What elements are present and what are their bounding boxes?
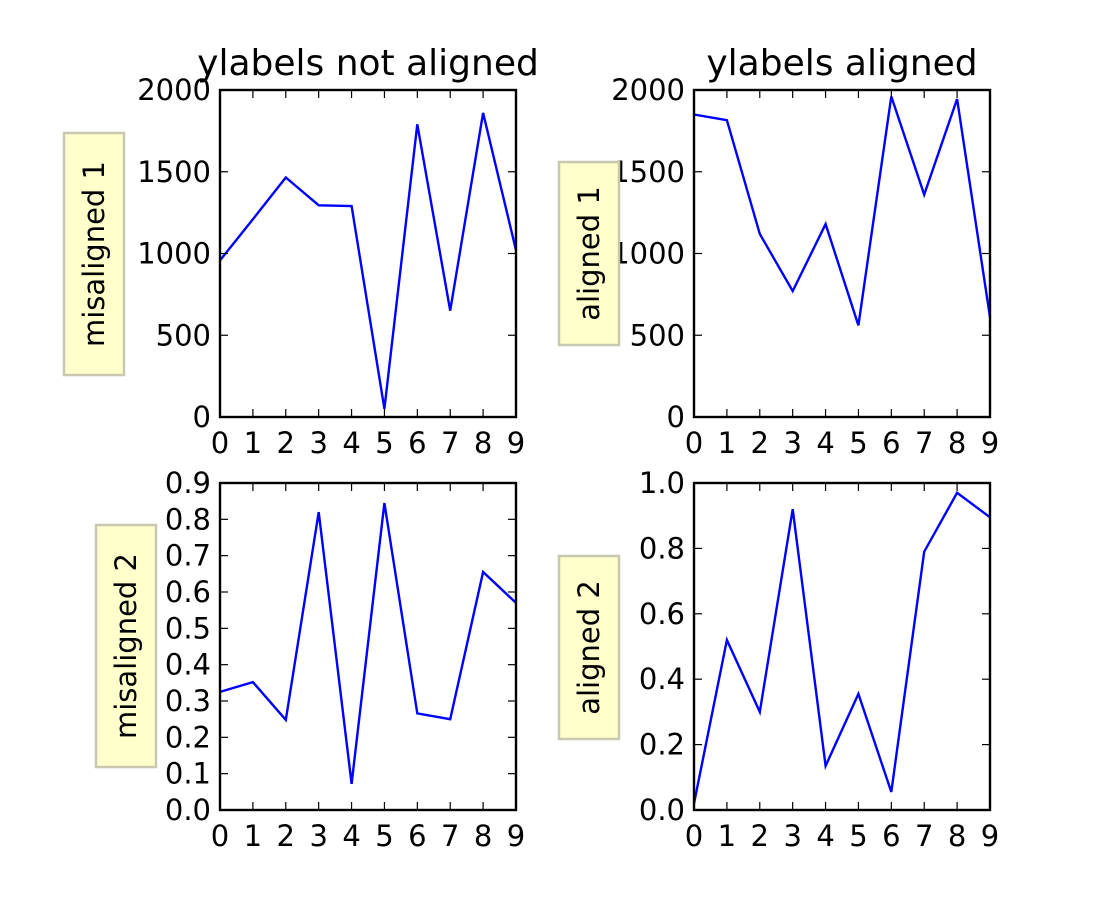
axes-frame [692, 481, 992, 812]
y-tick-label: 0 [667, 400, 685, 434]
y-tick-label: 2000 [611, 73, 685, 107]
x-tick-label: 3 [309, 426, 327, 460]
ylabel-box [557, 554, 621, 741]
x-tick-label: 6 [882, 426, 900, 460]
y-axis-label: aligned 1 [572, 186, 606, 321]
x-tick-label: 2 [277, 426, 295, 460]
x-tick-label: 8 [474, 819, 492, 853]
x-tick-label: 5 [375, 819, 393, 853]
y-tick-label: 2000 [137, 73, 211, 107]
x-tick-label: 2 [751, 426, 769, 460]
y-tick-label: 0.7 [165, 539, 211, 573]
x-tick-label: 2 [751, 819, 769, 853]
x-tick-label: 8 [948, 426, 966, 460]
y-tick-label: 1000 [137, 237, 211, 271]
x-tick-label: 4 [816, 426, 834, 460]
y-tick-label: 0.3 [165, 684, 211, 718]
y-tick-label: 1500 [611, 155, 685, 189]
x-tick-label: 7 [441, 426, 459, 460]
axes-frame [218, 88, 518, 419]
y-tick-label: 0.2 [165, 720, 211, 754]
series-line [693, 96, 992, 326]
y-tick-label: 0.8 [165, 502, 211, 536]
ylabel-box [557, 160, 621, 347]
x-tick-label: 2 [277, 819, 295, 853]
y-tick-label: 0.4 [165, 648, 211, 682]
x-tick-label: 0 [685, 426, 703, 460]
y-axis-label: misaligned 2 [109, 553, 143, 739]
x-tick-label: 9 [507, 426, 525, 460]
ylabel-box [62, 131, 126, 377]
x-tick-label: 6 [408, 819, 426, 853]
series-line [219, 502, 517, 784]
x-tick-label: 1 [244, 426, 262, 460]
series-line [219, 112, 518, 409]
x-tick-label: 9 [981, 819, 999, 853]
subplot-title: ylabels not aligned [197, 43, 539, 84]
x-tick-label: 3 [309, 819, 327, 853]
y-tick-label: 0.2 [639, 728, 685, 762]
x-tick-label: 7 [915, 426, 933, 460]
y-tick-label: 0.4 [639, 662, 685, 696]
x-tick-label: 0 [211, 819, 229, 853]
y-tick-label: 0.6 [165, 575, 211, 609]
x-tick-label: 5 [375, 426, 393, 460]
y-tick-label: 1000 [611, 237, 685, 271]
y-tick-label: 500 [630, 318, 685, 352]
subplot-3: 0 1 2 3 4 5 6 7 8 9 0.00.10.20.30.40.50.60.70.80.9… [94, 466, 525, 853]
x-tick-label: 8 [948, 819, 966, 853]
x-tick-label: 4 [342, 426, 360, 460]
y-tick-label: 0.6 [639, 597, 685, 631]
x-tick-label: 3 [783, 426, 801, 460]
x-tick-label: 7 [441, 819, 459, 853]
x-tick-label: 6 [882, 819, 900, 853]
x-tick-label: 4 [342, 819, 360, 853]
y-axis-label: misaligned 1 [77, 161, 111, 347]
ylabel-box [94, 523, 158, 769]
x-tick-label: 3 [783, 819, 801, 853]
x-tick-label: 0 [685, 819, 703, 853]
x-tick-label: 5 [849, 426, 867, 460]
y-tick-label: 0.9 [165, 466, 211, 500]
x-tick-label: 1 [244, 819, 262, 853]
y-tick-label: 0 [193, 400, 211, 434]
x-tick-label: 8 [474, 426, 492, 460]
x-tick-label: 9 [507, 819, 525, 853]
axes-frame [218, 481, 518, 812]
x-tick-label: 6 [408, 426, 426, 460]
x-tick-label: 7 [915, 819, 933, 853]
y-tick-label: 1.0 [639, 466, 685, 500]
x-tick-label: 5 [849, 819, 867, 853]
y-tick-label: 0.0 [165, 793, 211, 827]
y-tick-label: 0.8 [639, 531, 685, 565]
subplot-4: 0 1 2 3 4 5 6 7 8 9 0.0 0.2 0.4 0.6 0.8 1.0 aligned 2 [557, 466, 999, 853]
y-tick-label: 0.1 [165, 757, 211, 791]
y-tick-label: 0.5 [165, 611, 211, 645]
x-tick-label: 4 [816, 819, 834, 853]
x-tick-label: 9 [981, 426, 999, 460]
subplot-2: 0 1 2 3 4 5 6 7 8 9 0 500 1000 1500 2000 ylabels aligne… [557, 43, 999, 460]
axes-frame [692, 88, 992, 419]
y-tick-label: 500 [156, 318, 211, 352]
x-tick-label: 1 [718, 819, 736, 853]
y-axis-label: aligned 2 [572, 580, 606, 715]
series-line [692, 491, 991, 804]
y-tick-label: 1500 [137, 155, 211, 189]
x-tick-label: 0 [211, 426, 229, 460]
subplot-title: ylabels aligned [706, 43, 977, 84]
y-tick-label: 0.0 [639, 793, 685, 827]
x-tick-label: 1 [718, 426, 736, 460]
